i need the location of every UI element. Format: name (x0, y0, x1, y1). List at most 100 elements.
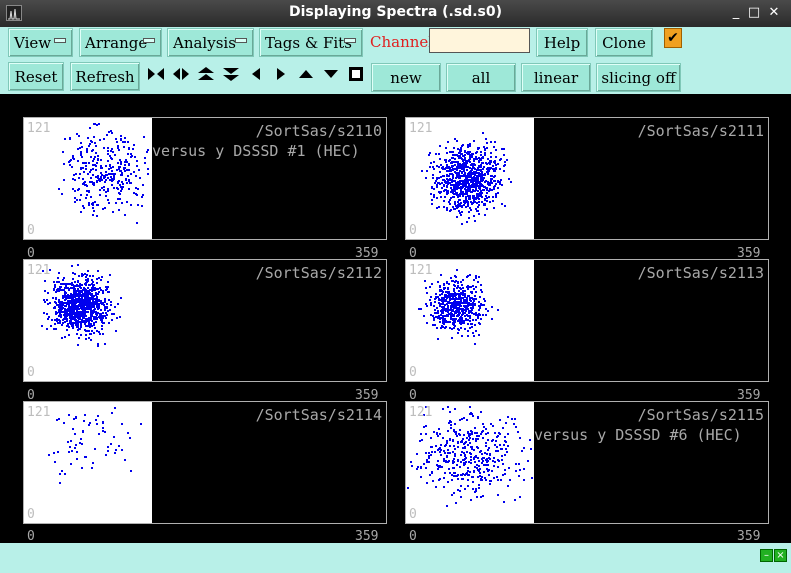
tags-fits-menu[interactable]: Tags & Fits (259, 28, 363, 57)
data-point (421, 170, 423, 172)
view-menu[interactable]: View (8, 28, 73, 57)
data-point (468, 179, 470, 181)
data-point (477, 314, 479, 316)
data-point (469, 299, 471, 301)
spectrum-panel[interactable]: 121 0 /SortSas/s2114 (23, 401, 387, 524)
data-point (475, 275, 477, 277)
data-point (92, 164, 94, 166)
spectrum-panel[interactable]: 121 0 /SortSas/s2111 (405, 117, 769, 240)
reset-button[interactable]: Reset (8, 62, 64, 91)
data-point (136, 165, 138, 167)
data-point (92, 174, 94, 176)
data-point (439, 433, 441, 435)
close-icon[interactable]: ✕ (768, 5, 780, 20)
data-point (437, 281, 439, 283)
data-point (85, 325, 87, 327)
data-point (64, 296, 66, 298)
help-button[interactable]: Help (536, 28, 588, 57)
data-point (447, 449, 449, 451)
data-point (76, 451, 78, 453)
spectrum-panel[interactable]: 121 0 /SortSas/s2110 versus y DSSSD #1 (… (23, 117, 387, 240)
data-point (453, 324, 455, 326)
minimize-icon[interactable]: _ (732, 5, 740, 20)
slicing-button[interactable]: slicing off (596, 63, 681, 92)
shrink-horizontal-icon[interactable] (145, 64, 167, 84)
data-point (435, 297, 437, 299)
data-point (450, 318, 452, 320)
data-point (114, 306, 116, 308)
data-point (57, 322, 59, 324)
data-point (479, 192, 481, 194)
data-point (57, 277, 59, 279)
data-point (128, 188, 130, 190)
data-point (447, 406, 449, 408)
data-point (439, 317, 441, 319)
clone-button[interactable]: Clone (595, 28, 653, 57)
data-point (434, 309, 436, 311)
data-point (472, 180, 474, 182)
data-point (458, 290, 460, 292)
data-point (474, 201, 476, 203)
data-point (441, 466, 443, 468)
square-icon[interactable] (345, 64, 367, 84)
checkbox-toggle[interactable]: ✔ (664, 28, 682, 48)
data-point (452, 169, 454, 171)
maximize-icon[interactable]: □ (747, 5, 761, 20)
minimize-panel-icon[interactable]: – (760, 549, 773, 562)
expand-down-icon[interactable] (220, 64, 242, 84)
spectrum-panel[interactable]: 121 0 /SortSas/s2112 (23, 259, 387, 382)
arrow-down-icon[interactable] (320, 64, 342, 84)
data-point (435, 445, 437, 447)
data-point (83, 305, 85, 307)
data-point (490, 152, 492, 154)
data-point (467, 319, 469, 321)
linear-button[interactable]: linear (521, 63, 591, 92)
spectrum-panel[interactable]: 121 0 /SortSas/s2115 versus y DSSSD #6 (… (405, 401, 769, 524)
data-point (493, 180, 495, 182)
data-point (72, 428, 74, 430)
all-button[interactable]: all (446, 63, 516, 92)
data-point (55, 291, 57, 293)
data-point (450, 209, 452, 211)
data-point (139, 177, 141, 179)
data-point (470, 459, 472, 461)
data-point (476, 210, 478, 212)
refresh-button[interactable]: Refresh (70, 62, 140, 91)
close-panel-icon[interactable]: × (774, 549, 787, 562)
new-button[interactable]: new (371, 63, 441, 92)
data-point (483, 146, 485, 148)
data-point (478, 435, 480, 437)
arrow-right-icon[interactable] (270, 64, 292, 84)
data-point (478, 322, 480, 324)
data-point (65, 283, 67, 285)
data-point (446, 456, 448, 458)
data-point (99, 194, 101, 196)
channel-input[interactable] (429, 28, 530, 53)
data-point (469, 171, 471, 173)
spectrum-panel[interactable]: 121 0 /SortSas/s2113 (405, 259, 769, 382)
arrange-menu[interactable]: Arrange (79, 28, 162, 57)
data-point (450, 427, 452, 429)
data-point (425, 287, 427, 289)
data-point (119, 159, 121, 161)
data-point (440, 274, 442, 276)
window-titlebar[interactable]: Displaying Spectra (.sd.s0) _ □ ✕ (0, 0, 791, 27)
data-point (102, 430, 104, 432)
expand-horizontal-icon[interactable] (170, 64, 192, 84)
data-point (496, 446, 498, 448)
data-point (474, 178, 476, 180)
arrow-left-icon[interactable] (245, 64, 267, 84)
data-point (96, 299, 98, 301)
data-point (439, 289, 441, 291)
expand-up-icon[interactable] (195, 64, 217, 84)
data-point (59, 313, 61, 315)
analysis-menu[interactable]: Analysis (167, 28, 254, 57)
data-point (64, 310, 66, 312)
data-point (453, 458, 455, 460)
data-point (508, 467, 510, 469)
data-point (500, 448, 502, 450)
data-point (474, 158, 476, 160)
data-point (103, 186, 105, 188)
arrow-up-icon[interactable] (295, 64, 317, 84)
data-point (497, 163, 499, 165)
